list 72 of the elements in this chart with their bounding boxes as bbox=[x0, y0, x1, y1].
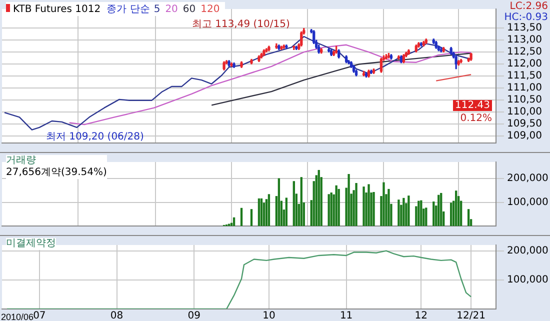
text: 20 bbox=[165, 4, 178, 15]
bar bbox=[330, 192, 332, 226]
bar bbox=[438, 194, 440, 226]
bar bbox=[450, 202, 452, 226]
bar bbox=[467, 209, 470, 226]
y-tick-label: 110,50 bbox=[507, 94, 542, 106]
annotation: 최고 113,49 (10/15) bbox=[192, 18, 290, 30]
x-tick-label: 10 bbox=[262, 310, 276, 321]
bar bbox=[440, 192, 442, 226]
y-tick-label: 109,00 bbox=[507, 130, 542, 142]
y-tick-label: 100,000 bbox=[507, 274, 548, 286]
bar bbox=[402, 198, 405, 226]
bar bbox=[382, 182, 385, 226]
y-tick-label: 113,00 bbox=[507, 34, 542, 46]
y-tick-label: 112,50 bbox=[507, 46, 542, 58]
x-tick-label: 12 bbox=[414, 310, 428, 321]
bar bbox=[240, 208, 243, 226]
text: 60 bbox=[182, 4, 196, 15]
annotation: 최저 109,20 (06/28) bbox=[46, 132, 144, 143]
bar bbox=[420, 200, 422, 226]
x-tick-label: 08 bbox=[110, 310, 124, 321]
y-tick-label: 111,50 bbox=[507, 70, 542, 82]
bar bbox=[418, 200, 420, 226]
x-tick-label: 07 bbox=[33, 310, 46, 321]
y-tick-label: 109,50 bbox=[507, 118, 542, 130]
bar bbox=[362, 186, 365, 226]
bar bbox=[278, 178, 280, 226]
y-tick-label: 110,00 bbox=[507, 106, 542, 118]
chart-title: 거래량 bbox=[6, 155, 37, 167]
bar bbox=[335, 185, 338, 226]
bar bbox=[260, 198, 263, 226]
text: LC:2.96 bbox=[510, 1, 548, 12]
bar bbox=[368, 184, 370, 226]
legend-title: 종가 단순 bbox=[106, 4, 150, 15]
bar bbox=[292, 181, 295, 226]
text: 5 bbox=[154, 4, 160, 15]
annotation: 0.12% bbox=[460, 113, 492, 124]
text: HC:-0.93 bbox=[504, 12, 548, 23]
x-tick-label: 11 bbox=[340, 310, 353, 321]
bar bbox=[388, 188, 390, 226]
bar bbox=[425, 208, 428, 226]
annotation: 112.43 bbox=[453, 100, 492, 111]
bar bbox=[328, 194, 330, 226]
bar bbox=[348, 174, 350, 226]
bar bbox=[258, 198, 260, 226]
y-tick-label: 113,50 bbox=[507, 22, 542, 34]
text: 2010/06 bbox=[1, 312, 34, 321]
bar bbox=[262, 202, 266, 226]
y-tick-label: 200,000 bbox=[507, 173, 548, 184]
bar bbox=[338, 188, 340, 226]
bar bbox=[408, 196, 410, 226]
bar bbox=[318, 170, 320, 226]
bar bbox=[268, 194, 270, 226]
x-tick-label: 09 bbox=[188, 310, 200, 321]
bar bbox=[398, 200, 400, 226]
text: 120 bbox=[200, 4, 220, 15]
bar bbox=[300, 177, 302, 226]
bar bbox=[232, 217, 236, 226]
chart-title: 미결제약정 bbox=[6, 238, 56, 250]
y-tick-label: 112,00 bbox=[507, 58, 542, 70]
bar bbox=[355, 183, 358, 226]
text: 27,656계약(39.54%) bbox=[6, 167, 107, 179]
bar bbox=[250, 209, 253, 226]
x-tick-label: 12/21 bbox=[456, 310, 486, 321]
bar bbox=[432, 201, 435, 226]
bar bbox=[285, 198, 288, 226]
y-tick-label: 111,00 bbox=[507, 82, 542, 94]
legend-label: KTB Futures 1012 bbox=[12, 4, 101, 15]
y-tick-label: 100,000 bbox=[507, 196, 548, 208]
bar bbox=[455, 190, 458, 226]
y-tick-label: 200,000 bbox=[507, 245, 548, 256]
bar bbox=[372, 192, 375, 226]
